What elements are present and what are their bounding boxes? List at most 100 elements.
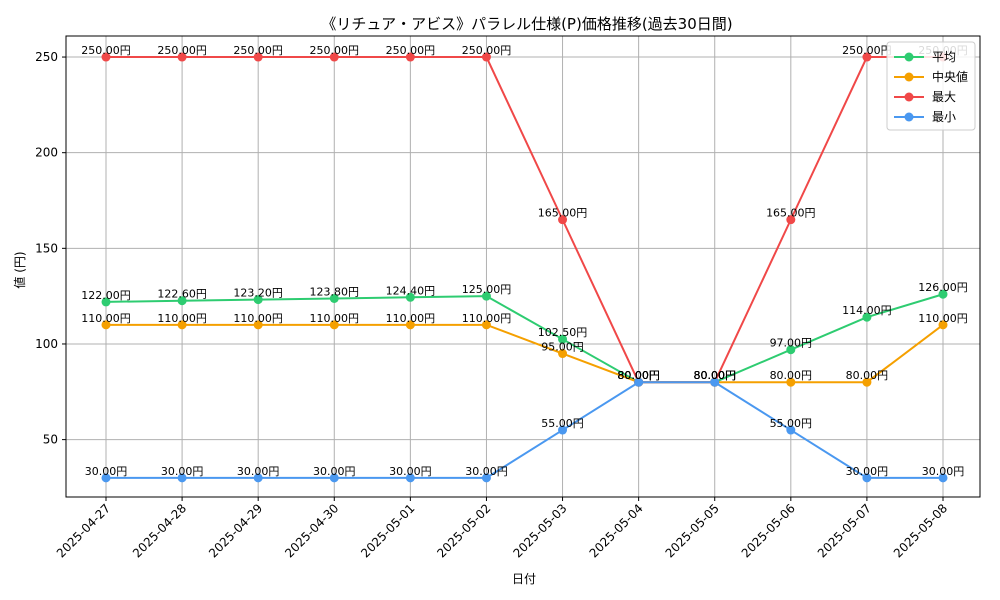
legend-label: 平均 (932, 50, 956, 64)
x-axis-label: 日付 (512, 572, 536, 586)
data-label: 30.00円 (465, 465, 508, 478)
data-label: 110.00円 (233, 312, 283, 325)
data-label: 126.00円 (918, 281, 968, 294)
data-point (253, 295, 263, 305)
data-label: 80.00円 (693, 369, 736, 382)
data-label: 250.00円 (842, 44, 892, 57)
chart-title: 《リチュア・アビス》パラレル仕様(P)価格推移(過去30日間) (321, 15, 732, 33)
legend-box (886, 41, 976, 131)
data-point (177, 320, 187, 330)
data-point (101, 320, 111, 330)
x-tick-label: 2025-05-07 (815, 501, 874, 560)
data-label: 80.00円 (617, 369, 660, 382)
data-label: 80.00円 (693, 369, 736, 382)
data-label: 250.00円 (310, 44, 360, 57)
y-tick-label: 200 (35, 146, 58, 160)
data-labels: 122.00円 122.60円 123.20円 123.80円 124.40円 125.0… (81, 44, 968, 478)
legend-label: 最大 (932, 90, 956, 104)
data-label: 250.00円 (233, 44, 283, 57)
data-label: 102.50円 (538, 326, 588, 339)
data-label: 95.00円 (541, 341, 584, 354)
series-line (106, 323, 944, 384)
data-point (253, 473, 263, 483)
data-label: 30.00円 (389, 465, 432, 478)
data-label: 250.00円 (81, 44, 131, 57)
data-point (558, 215, 568, 225)
x-tick-label: 2025-05-04 (587, 501, 646, 560)
data-point (862, 52, 872, 62)
data-point (481, 320, 491, 330)
x-ticks: 2025-04-27 2025-04-28 2025-04-29 2025-04-30… (54, 497, 950, 560)
data-label: 110.00円 (918, 312, 968, 325)
data-label: 55.00円 (770, 417, 813, 430)
data-label: 80.00円 (770, 369, 813, 382)
data-point (786, 215, 796, 225)
data-label: 250.00円 (157, 44, 207, 57)
data-point (558, 334, 568, 344)
data-point (329, 320, 339, 330)
legend-marker (904, 52, 914, 62)
data-label: 80.00円 (693, 369, 736, 382)
data-label: 30.00円 (922, 465, 965, 478)
data-label: 250.00円 (462, 44, 512, 57)
x-tick-label: 2025-05-01 (358, 501, 417, 560)
data-point (177, 473, 187, 483)
data-label: 80.00円 (617, 369, 660, 382)
y-tick-label: 50 (43, 433, 58, 447)
x-tick-label: 2025-04-28 (130, 501, 189, 560)
data-label: 124.40円 (386, 284, 436, 297)
data-point (786, 377, 796, 387)
legend-marker (904, 112, 914, 122)
y-tick-label: 150 (35, 241, 58, 255)
data-point (938, 289, 948, 299)
x-tick-label: 2025-04-27 (54, 501, 113, 560)
data-label: 30.00円 (237, 465, 280, 478)
data-label: 110.00円 (462, 312, 512, 325)
y-tick-label: 100 (35, 337, 58, 351)
data-point (329, 52, 339, 62)
y-tick-label: 250 (35, 50, 58, 64)
data-label: 122.00円 (81, 289, 131, 302)
data-point (862, 473, 872, 483)
x-tick-label: 2025-05-06 (739, 501, 798, 560)
data-label: 80.00円 (693, 369, 736, 382)
x-tick-label: 2025-04-29 (206, 501, 265, 560)
series-line (106, 381, 943, 479)
series-group (101, 52, 948, 483)
legend-marker (904, 92, 914, 102)
data-point (101, 52, 111, 62)
data-label: 110.00円 (81, 312, 131, 325)
data-point (101, 473, 111, 483)
series-line (106, 56, 943, 384)
data-label: 80.00円 (846, 369, 889, 382)
data-label: 110.00円 (310, 312, 360, 325)
data-point (558, 425, 568, 435)
data-label: 123.80円 (310, 285, 360, 298)
x-tick-label: 2025-05-02 (434, 501, 493, 560)
data-label: 123.20円 (233, 287, 283, 300)
data-label: 55.00円 (541, 417, 584, 430)
data-point (481, 473, 491, 483)
data-label: 122.60円 (157, 288, 207, 301)
x-tick-label: 2025-05-08 (891, 501, 950, 560)
data-point (101, 297, 111, 307)
y-axis-label: 値 (円) (12, 251, 27, 288)
data-label: 165.00円 (766, 207, 816, 220)
data-point (786, 425, 796, 435)
x-tick-label: 2025-05-03 (510, 501, 569, 560)
data-point (329, 293, 339, 303)
data-label: 80.00円 (617, 369, 660, 382)
legend-marker (904, 72, 914, 82)
data-label: 110.00円 (157, 312, 207, 325)
data-label: 97.00円 (770, 337, 813, 350)
data-point (405, 473, 415, 483)
data-point (253, 52, 263, 62)
data-point (253, 320, 263, 330)
legend-label: 中央値 (932, 69, 968, 84)
data-label: 30.00円 (846, 465, 889, 478)
data-point (405, 52, 415, 62)
data-label: 110.00円 (386, 312, 436, 325)
data-point (558, 349, 568, 359)
